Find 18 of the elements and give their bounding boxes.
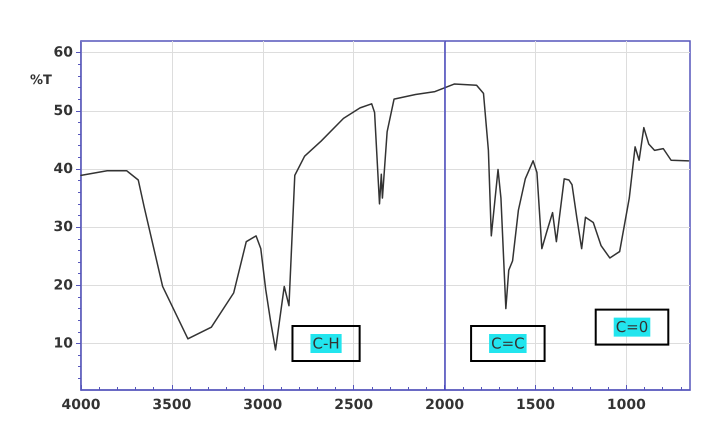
y-tick-label: 10 <box>54 335 74 352</box>
x-tick-label: 3500 <box>152 397 192 413</box>
y-tick-label: 40 <box>54 160 74 177</box>
y-axis-title: %T <box>30 73 52 88</box>
annotation: C=0 <box>616 318 648 336</box>
x-tick-label: 2500 <box>334 397 374 413</box>
line-series <box>80 83 690 351</box>
x-tick-label: 2000 <box>425 397 464 413</box>
y-tick-label: 20 <box>54 277 74 294</box>
y-tick-label: 50 <box>54 102 74 119</box>
x-tick-label: 1500 <box>516 397 556 413</box>
y-tick-label: 60 <box>54 44 74 61</box>
x-tick-label: 3000 <box>243 397 283 413</box>
x-tick-label: 1000 <box>606 397 646 413</box>
annotation: C-H <box>312 334 340 352</box>
annotation: C=C <box>491 334 525 352</box>
y-tick-label: 30 <box>54 219 74 236</box>
x-tick-label: 4000 <box>62 397 101 413</box>
